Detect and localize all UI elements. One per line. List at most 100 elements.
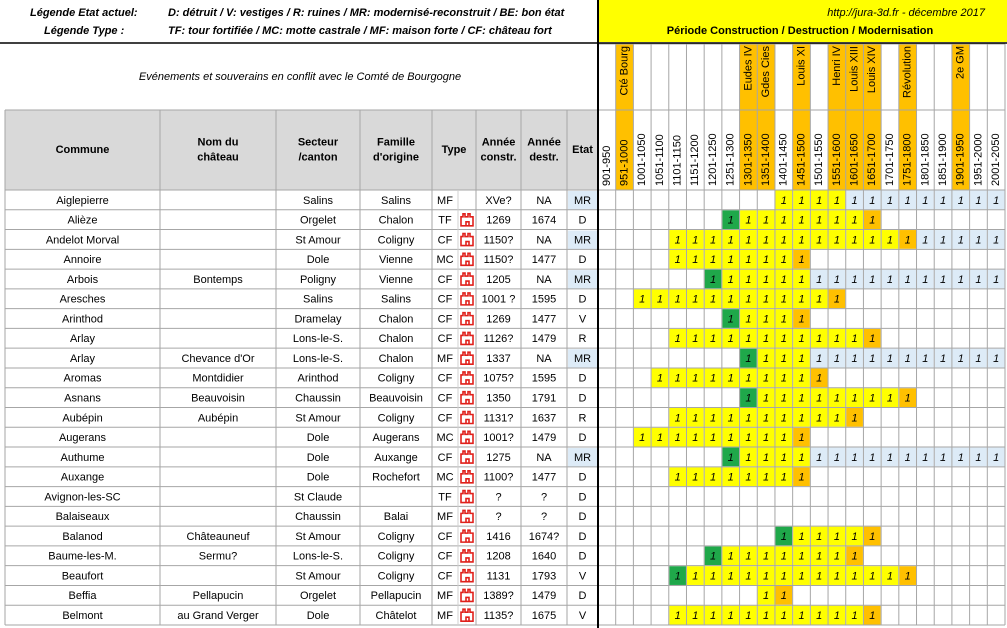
column-header: Type <box>442 144 467 156</box>
period-cell <box>810 526 828 546</box>
cell-destr: NA <box>536 452 552 464</box>
period-mark: 1 <box>975 195 981 207</box>
period-mark: 1 <box>887 274 893 286</box>
period-cell <box>740 408 757 427</box>
cell-destr: 1479 <box>532 590 556 602</box>
event-bg <box>792 44 811 190</box>
period-mark: 1 <box>887 195 893 207</box>
cell-constr: 1416 <box>486 531 510 543</box>
period-cell <box>917 190 934 210</box>
period-mark: 1 <box>692 472 698 484</box>
period-cell <box>775 467 793 487</box>
event-bg <box>845 44 864 190</box>
period-mark: 1 <box>745 313 751 325</box>
period-mark: 1 <box>763 452 769 464</box>
cell-constr: ? <box>495 491 501 503</box>
castle-icon <box>460 470 474 484</box>
period-cell <box>686 368 704 388</box>
period-label: 1451-1500 <box>795 133 807 186</box>
period-cell <box>686 328 704 348</box>
period-cell <box>740 309 757 328</box>
period-mark: 1 <box>905 353 911 365</box>
period-cell <box>846 269 863 289</box>
cell-commune: Arbois <box>67 274 99 286</box>
cell-etat: R <box>579 333 587 345</box>
cell-etat: D <box>579 590 587 602</box>
period-cell <box>775 230 793 249</box>
period-cell <box>934 447 952 467</box>
period-cell <box>934 190 952 210</box>
period-cell <box>846 566 863 585</box>
period-mark: 1 <box>905 393 911 405</box>
period-cell <box>775 249 793 269</box>
cell-commune: Belmont <box>62 610 102 622</box>
period-mark: 1 <box>958 234 964 246</box>
period-cell <box>863 348 881 368</box>
period-cell <box>686 249 704 269</box>
cell-etat: D <box>579 215 587 227</box>
period-mark: 1 <box>745 294 751 306</box>
period-cell <box>775 526 793 546</box>
cell-nom: Chevance d'Or <box>181 353 254 365</box>
cell-commune: Arinthod <box>62 313 103 325</box>
period-mark: 1 <box>798 452 804 464</box>
period-mark: 1 <box>692 254 698 266</box>
cell-constr: 1131 <box>487 570 511 582</box>
cell-commune: Arlay <box>70 333 96 345</box>
cell-famille: Chalon <box>379 215 414 227</box>
period-cell <box>970 230 987 249</box>
period-mark: 1 <box>657 373 663 385</box>
period-mark: 1 <box>710 432 716 444</box>
period-cell <box>686 408 704 427</box>
cell-destr: 1791 <box>532 393 556 405</box>
cell-etat: R <box>579 412 587 424</box>
period-cell <box>757 427 775 447</box>
period-cell <box>828 289 846 309</box>
etat-bg <box>568 230 597 250</box>
period-cell <box>846 408 863 427</box>
cell-secteur: Chaussin <box>295 511 341 523</box>
period-mark: 1 <box>993 353 999 365</box>
cell-constr: 1135? <box>484 610 514 622</box>
period-mark: 1 <box>798 393 804 405</box>
period-cell <box>828 546 846 566</box>
period-mark: 1 <box>993 195 999 207</box>
period-label: 1551-1600 <box>831 133 843 186</box>
column-header: Année <box>527 136 561 148</box>
period-mark: 1 <box>781 215 787 227</box>
column-header: /canton <box>298 151 337 163</box>
castle-icon <box>460 529 474 543</box>
cell-destr: 1674 <box>532 215 556 227</box>
period-cell <box>970 348 987 368</box>
period-cell <box>740 328 757 348</box>
period-cell <box>863 605 881 625</box>
period-cell <box>810 230 828 249</box>
period-title: Période Construction / Destruction / Mod… <box>667 25 934 37</box>
period-mark: 1 <box>745 551 751 563</box>
cell-type: MF <box>437 511 453 523</box>
cell-commune: Alièze <box>68 215 98 227</box>
period-mark: 1 <box>728 294 734 306</box>
period-cell <box>757 566 775 585</box>
period-mark: 1 <box>852 452 858 464</box>
period-cell <box>970 447 987 467</box>
period-label: 1951-2000 <box>972 133 984 186</box>
period-mark: 1 <box>816 234 822 246</box>
period-cell <box>686 605 704 625</box>
cell-commune: Authume <box>60 452 104 464</box>
cell-famille: Coligny <box>378 412 415 424</box>
period-cell <box>881 348 899 368</box>
period-cell <box>899 447 917 467</box>
period-cell <box>899 190 917 210</box>
header-bg <box>5 110 598 190</box>
period-cell <box>987 348 1005 368</box>
cell-destr: NA <box>536 353 552 365</box>
period-mark: 1 <box>763 353 769 365</box>
cell-type: CF <box>438 373 453 385</box>
cell-famille: Châtelot <box>376 610 417 622</box>
period-cell <box>793 328 810 348</box>
cell-destr: NA <box>536 234 552 246</box>
period-cell <box>899 269 917 289</box>
period-mark: 1 <box>852 551 858 563</box>
cell-destr: NA <box>536 195 552 207</box>
